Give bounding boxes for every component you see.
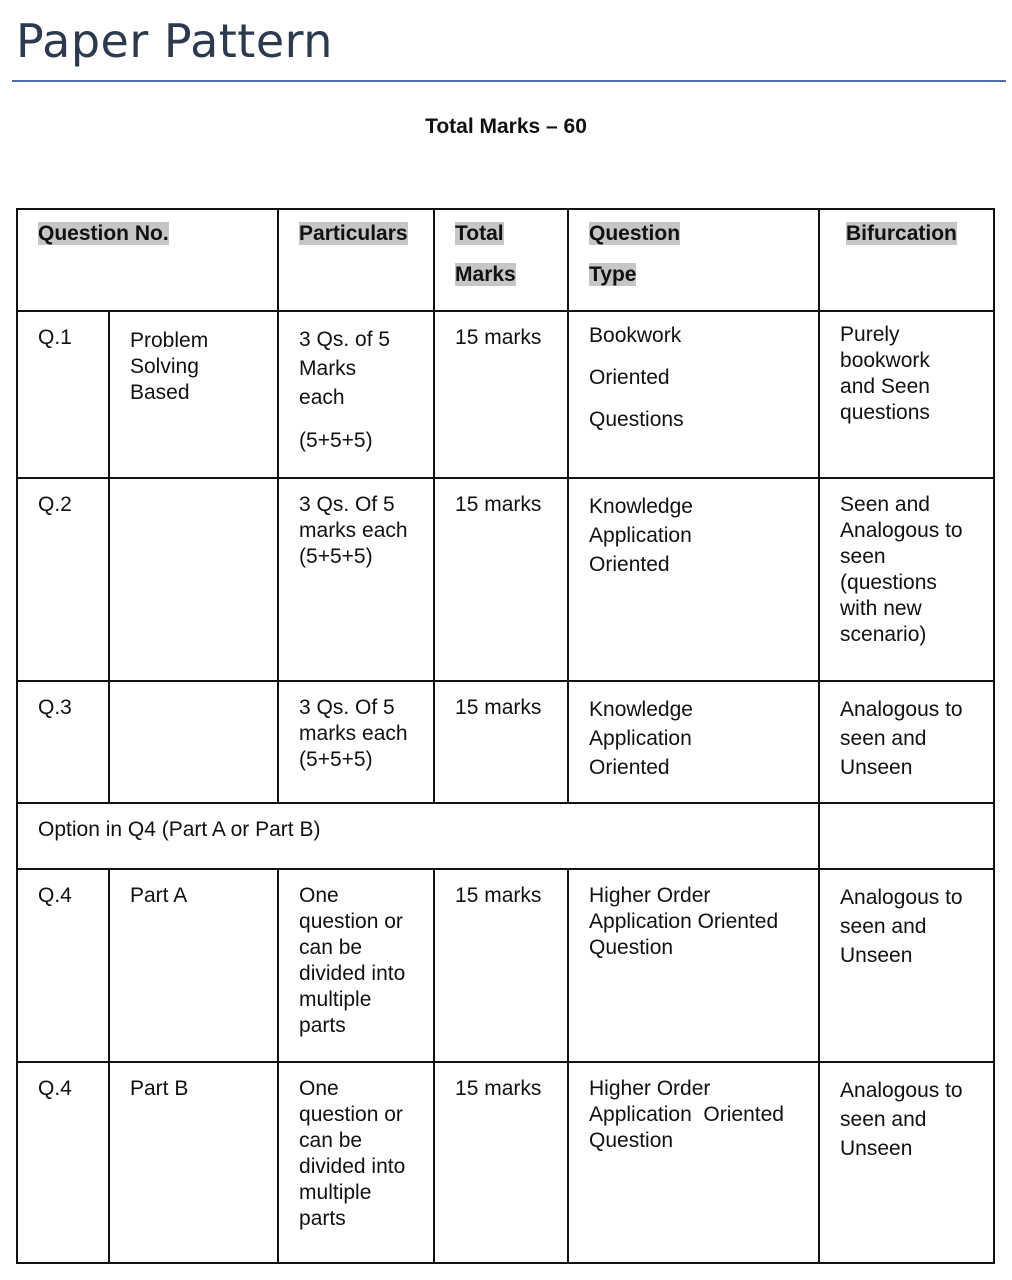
question-type: Knowledge Application Oriented — [567, 477, 821, 682]
header-label: Bifurcation — [846, 222, 957, 245]
header-total-marks: Total Marks — [433, 208, 570, 312]
question-no: Q.4 — [16, 868, 110, 1063]
question-category: Part A — [107, 868, 280, 1063]
total-marks: 15 marks — [433, 310, 570, 479]
particulars: One question or can be divided into mult… — [277, 1061, 436, 1264]
table-row: Q.3 3 Qs. Of 5 marks each (5+5+5) 15 mar… — [16, 680, 996, 804]
question-category — [107, 680, 280, 804]
bifurcation: Analogous to seen and Unseen — [818, 868, 996, 1063]
header-particulars: Particulars — [277, 208, 436, 312]
table-row: Q.2 3 Qs. Of 5 marks each (5+5+5) 15 mar… — [16, 477, 996, 682]
header-label: Particulars — [299, 222, 408, 245]
particulars: 3 Qs. Of 5 marks each (5+5+5) — [277, 680, 436, 804]
question-type: Bookwork Oriented Questions — [567, 310, 821, 479]
header-label: Type — [589, 263, 637, 286]
header-label: Total — [455, 222, 504, 245]
question-category: Part B — [107, 1061, 280, 1264]
question-no: Q.3 — [16, 680, 110, 804]
question-no: Q.2 — [16, 477, 110, 682]
title-divider — [12, 80, 1006, 82]
total-marks: 15 marks — [433, 868, 570, 1063]
total-marks: 15 marks — [433, 1061, 570, 1264]
question-no: Q.4 — [16, 1061, 110, 1264]
particulars-breakdown: (5+5+5) — [299, 429, 373, 452]
particulars: 3 Qs. of 5 Marks each (5+5+5) — [277, 310, 436, 479]
option-bifurcation-empty — [818, 802, 996, 870]
question-category — [107, 477, 280, 682]
question-no: Q.1 — [16, 310, 110, 479]
particulars-text: 3 Qs. of 5 Marks each — [299, 328, 391, 409]
table-header-row: Question No. Particulars Total Marks Ques… — [15, 208, 996, 312]
header-label: Question No. — [38, 222, 169, 245]
table-row: Q.4 Part A One question or can be divide… — [16, 868, 996, 1063]
page-title: Paper Pattern — [16, 14, 333, 68]
header-question-no: Question No. — [15, 208, 280, 312]
table-row: Q.1 Problem Solving Based 3 Qs. of 5 Mar… — [16, 310, 996, 479]
particulars: 3 Qs. Of 5 marks each (5+5+5) — [277, 477, 436, 682]
bifurcation: Analogous to seen and Unseen — [818, 680, 996, 804]
option-row: Option in Q4 (Part A or Part B) — [15, 802, 996, 870]
question-type: Knowledge Application Oriented — [567, 680, 821, 804]
table-row: Q.4 Part B One question or can be divide… — [16, 1061, 996, 1264]
bifurcation: Purely bookwork and Seen questions — [818, 310, 996, 479]
header-label: Question — [589, 222, 681, 245]
question-type: Higher Order Application Oriented Questi… — [567, 1061, 821, 1264]
header-label: Marks — [455, 263, 516, 286]
particulars: One question or can be divided into mult… — [277, 868, 436, 1063]
option-note: Option in Q4 (Part A or Part B) — [15, 802, 821, 870]
total-marks-heading: Total Marks – 60 — [425, 115, 587, 138]
total-marks: 15 marks — [433, 477, 570, 682]
bifurcation: Analogous to seen and Unseen — [818, 1061, 996, 1264]
total-marks: 15 marks — [433, 680, 570, 804]
question-category: Problem Solving Based — [107, 310, 280, 479]
question-type: Higher Order Application Oriented Questi… — [567, 868, 821, 1063]
paper-pattern-table: Question No. Particulars Total Marks Ques… — [15, 208, 996, 1264]
header-question-type: Question Type — [567, 208, 821, 312]
bifurcation: Seen and Analogous to seen (questions wi… — [818, 477, 996, 682]
header-bifurcation: Bifurcation — [818, 208, 996, 312]
